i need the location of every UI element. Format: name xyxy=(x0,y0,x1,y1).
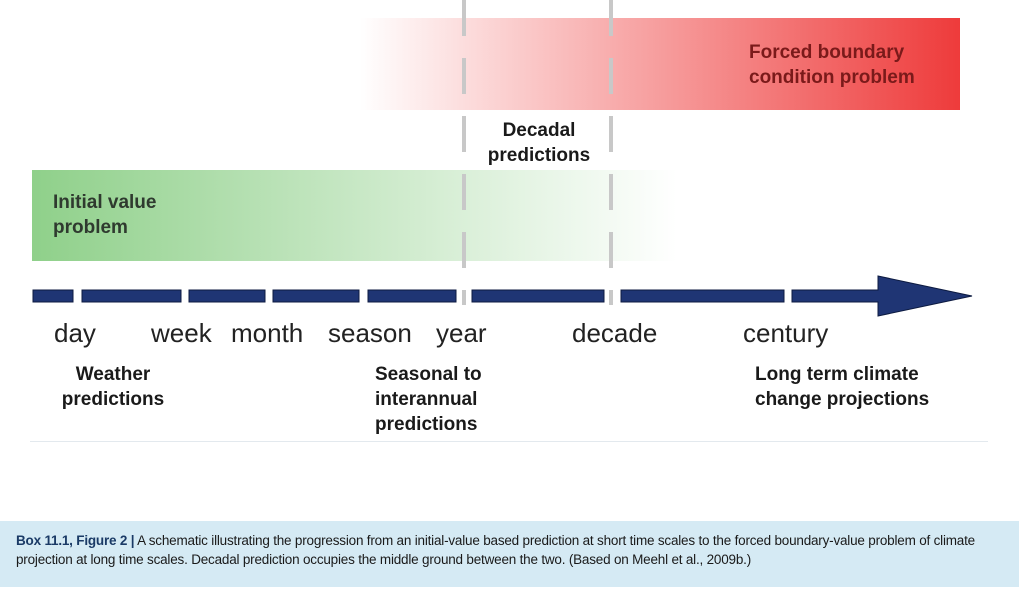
timescale-label-month: month xyxy=(231,318,304,348)
timeline-segment xyxy=(81,289,182,303)
figure-caption: Box 11.1, Figure 2 | A schematic illustr… xyxy=(0,521,1019,587)
caption-label: Box 11.1, Figure 2 | xyxy=(16,533,135,548)
timescale-label-week: week xyxy=(151,318,212,348)
initial-value-band xyxy=(32,170,677,261)
timeline-segment xyxy=(272,289,360,303)
timeline-segment xyxy=(367,289,457,303)
timeline-segment xyxy=(188,289,266,303)
seasonal-interannual-label: Seasonal to interannual predictions xyxy=(375,364,482,435)
forced-boundary-band xyxy=(360,18,960,110)
section-divider xyxy=(30,441,988,442)
forced-boundary-label: Forced boundary condition problem xyxy=(749,42,915,88)
timeline-segment xyxy=(471,289,605,303)
longterm-projections-label: Long term climate change projections xyxy=(755,364,930,410)
weather-predictions-label: Weather predictions xyxy=(61,364,165,410)
timeline-segment xyxy=(620,289,785,303)
timescale-label-day: day xyxy=(54,318,96,348)
timescale-label-season: season xyxy=(328,318,412,348)
initial-value-label: Initial value problem xyxy=(53,192,157,238)
timescale-label-year: year xyxy=(436,318,487,348)
caption-text: A schematic illustrating the progression… xyxy=(16,533,975,567)
timeline-arrowhead xyxy=(791,275,973,317)
timescale-label-century: century xyxy=(743,318,829,348)
prediction-timescale-diagram: Forced boundary condition problem Initia… xyxy=(30,0,988,442)
timeline-arrow xyxy=(32,275,973,317)
decadal-predictions-label: Decadal predictions xyxy=(487,120,591,166)
diagram-graphics xyxy=(32,0,973,317)
timeline-segment xyxy=(32,289,74,303)
timescale-label-decade: decade xyxy=(572,318,658,348)
